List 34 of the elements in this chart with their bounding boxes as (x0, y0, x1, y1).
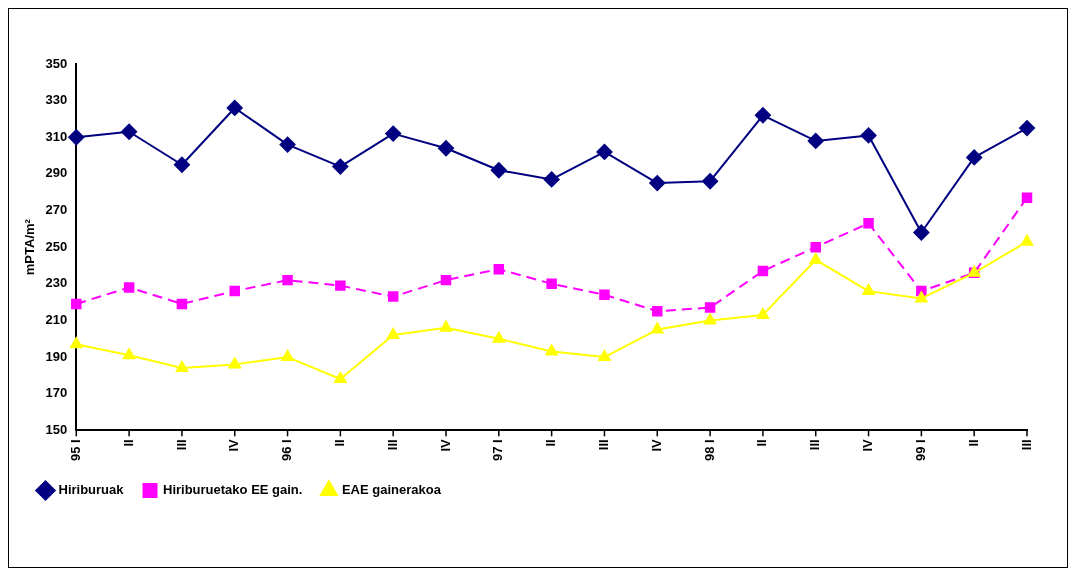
x-tick-label: III (384, 439, 400, 451)
x-tick-label: IV (226, 439, 242, 452)
x-tick-label: 96 I (279, 439, 295, 461)
y-tick-label: 150 (45, 421, 68, 437)
x-tick-label: IV (648, 439, 664, 452)
x-tick-label: III (173, 439, 189, 451)
x-tick-label: III (807, 439, 823, 451)
x-tick-label: IV (860, 439, 876, 452)
legend-label: EAE gainerakoa (341, 482, 442, 498)
x-tick-label: 99 I (912, 439, 928, 461)
y-tick-label: 230 (45, 275, 68, 291)
y-tick-label: 250 (45, 238, 68, 254)
x-tick-label: II (543, 439, 559, 447)
x-tick-label: II (120, 439, 136, 447)
y-tick-label: 190 (45, 348, 68, 364)
y-tick-label: 350 (45, 55, 68, 71)
x-tick-label: II (965, 439, 981, 447)
x-tick-label: II (754, 439, 770, 447)
y-axis-title: mPTA/m² (22, 218, 38, 276)
legend-label: Hiriburuak (58, 482, 125, 498)
x-tick-label: 98 I (701, 439, 717, 461)
x-tick-label: 97 I (490, 439, 506, 461)
y-tick-label: 210 (45, 312, 68, 327)
legend-label: Hiriburuetako EE gain. (163, 482, 303, 498)
y-tick-label: 290 (45, 165, 68, 181)
y-tick-label: 270 (45, 202, 68, 218)
x-tick-label: 95 I (67, 439, 83, 461)
x-tick-label: IV (437, 439, 453, 452)
y-tick-label: 170 (45, 385, 68, 401)
x-tick-label: III (596, 439, 612, 451)
y-tick-label: 310 (45, 128, 68, 144)
y-tick-label: 330 (45, 92, 68, 108)
x-tick-label: III (1018, 439, 1034, 451)
x-tick-label: II (331, 439, 347, 447)
